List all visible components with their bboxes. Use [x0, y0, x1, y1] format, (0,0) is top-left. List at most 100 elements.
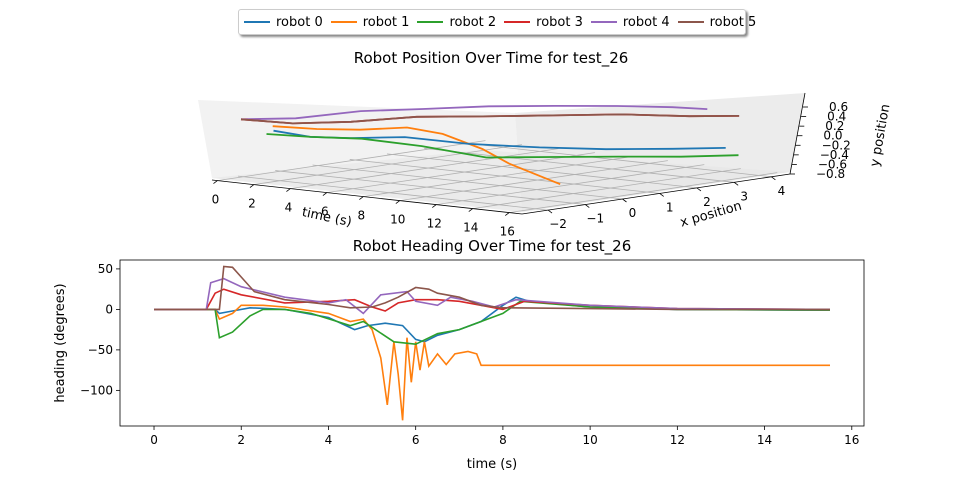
heading-line-robot-4 — [154, 277, 831, 315]
grid-line — [253, 144, 523, 185]
time-tick-label: 8 — [358, 209, 366, 223]
legend-swatch — [244, 21, 270, 23]
x-tick-label: 12 — [670, 433, 685, 447]
grid-line — [363, 156, 632, 197]
y-position-axis-line — [789, 92, 806, 175]
heading-y-axis-label: heading (degrees) — [53, 283, 68, 402]
legend-item-robot-0: robot 0 — [244, 15, 323, 30]
heading-x-axis-label: time (s) — [467, 457, 517, 472]
heading-chart-title: Robot Heading Over Time for test_26 — [353, 237, 632, 256]
legend-swatch — [504, 21, 531, 23]
time-tick-label: 12 — [427, 217, 442, 231]
x-tick-label: 0 — [150, 433, 158, 447]
x-position-tick-mark — [733, 182, 739, 186]
grid-line — [312, 164, 623, 200]
legend-item-robot-5: robot 5 — [677, 14, 757, 30]
time-tick-mark — [432, 204, 437, 208]
time-tick-label: 16 — [500, 225, 515, 239]
grid-line — [275, 170, 586, 205]
y-position-tick-label: 0.0 — [823, 129, 842, 143]
x-position-tick-label: 3 — [740, 189, 748, 203]
legend-item-robot-4: robot 4 — [590, 14, 670, 30]
x-position-tick-mark — [659, 193, 664, 197]
legend-item-robot-3: robot 3 — [504, 15, 583, 30]
series-2d — [154, 265, 831, 421]
grid-line — [386, 153, 697, 189]
grid-line — [436, 164, 705, 205]
grid-3d — [217, 140, 778, 213]
position-line-robot-1 — [272, 125, 561, 186]
heading-line-robot-5 — [154, 265, 830, 311]
position-3d-plot: Robot Position Over Time for test_26 0 2 4… — [198, 49, 894, 239]
time-tick-label: 6 — [321, 205, 329, 219]
position-chart-title: Robot Position Over Time for test_26 — [354, 49, 629, 68]
grid-line — [472, 168, 741, 209]
x-tick-label: 6 — [412, 433, 420, 447]
y-tick-label: −100 — [80, 383, 113, 397]
legend-label: robot 4 — [622, 14, 670, 30]
legend-swatch — [417, 21, 444, 23]
grid-line — [399, 160, 668, 201]
time-axis-line — [211, 179, 523, 215]
y-tick-label: −50 — [88, 343, 113, 357]
legend: robot 0 robot 1 robot 2 robot 3 robot 4 … — [238, 9, 756, 35]
heading-line-robot-3 — [154, 288, 831, 312]
position-line-robot-4 — [240, 104, 708, 121]
y-position-tick-label: −0.2 — [822, 138, 851, 152]
x-tick-label: 14 — [757, 433, 772, 447]
grid-line — [326, 152, 595, 193]
grid-line — [349, 159, 660, 194]
time-tick-mark — [322, 192, 328, 196]
time-tick-label: 14 — [463, 221, 478, 235]
y-tick-label: 50 — [98, 262, 113, 276]
x-position-tick-label: 0 — [629, 206, 637, 220]
legend-swatch — [677, 21, 704, 23]
x-position-tick-label: 1 — [666, 200, 674, 214]
heading-plot-area — [119, 259, 865, 427]
x-position-tick-mark — [696, 187, 702, 192]
heading-plot: Robot Heading Over Time for test_26 0 2 4 6… — [53, 237, 865, 472]
time-tick-mark — [395, 200, 401, 204]
x-position-tick-mark — [771, 176, 776, 181]
grid-line — [290, 148, 559, 189]
x-position-axis-label: x position — [679, 199, 744, 231]
position-line-robot-5 — [240, 113, 740, 125]
legend-label: robot 1 — [362, 14, 410, 30]
x-tick-label: 8 — [499, 433, 507, 447]
x-position-tick-label: −1 — [586, 212, 604, 226]
heading-line-robot-1 — [154, 304, 830, 421]
x-tick-label: 2 — [237, 433, 245, 447]
grid-line — [217, 140, 486, 181]
x-tick-label: 4 — [325, 433, 333, 447]
grid-line — [238, 175, 549, 211]
legend-label: robot 5 — [709, 14, 757, 30]
time-tick-label: 10 — [390, 213, 405, 227]
heading-line-robot-0 — [154, 296, 831, 343]
floor-pane — [212, 150, 790, 212]
legend-swatch — [330, 21, 357, 23]
time-tick-mark — [213, 180, 218, 184]
series-3d — [240, 104, 740, 186]
ticks-3d: 0 2 4 6 8 10 12 14 16−2 −1 0 1 2 3 40.60.40.20.0−0.2−0… — [212, 100, 851, 239]
x-position-tick-mark — [585, 204, 590, 208]
y-position-tick-label: −0.6 — [818, 157, 847, 171]
x-tick-label: 10 — [582, 433, 597, 447]
ticks-2d: 0 2 4 6 8 10 12 14 16 50 0 −50 −100 — [80, 262, 859, 447]
x-position-tick-label: 2 — [703, 195, 711, 209]
y-position-tick-label: −0.4 — [820, 148, 849, 162]
x-tick-label: 16 — [844, 433, 859, 447]
time-tick-mark — [359, 196, 364, 200]
y-position-axis-label: y position — [868, 103, 894, 168]
y-position-tick-label: 0.2 — [825, 119, 844, 133]
time-tick-label: 2 — [248, 197, 256, 211]
legend-label: robot 2 — [449, 14, 497, 30]
legend-label: robot 3 — [536, 14, 583, 30]
legend-item-robot-2: robot 2 — [417, 15, 496, 30]
y-position-tick-label: 0.6 — [829, 100, 848, 114]
y-position-tick-label: −0.8 — [816, 167, 845, 181]
x-position-tick-label: 4 — [778, 184, 786, 198]
grid-line — [509, 172, 778, 213]
x-position-tick-mark — [547, 209, 553, 214]
y-position-tick-label: 0.4 — [827, 110, 846, 124]
